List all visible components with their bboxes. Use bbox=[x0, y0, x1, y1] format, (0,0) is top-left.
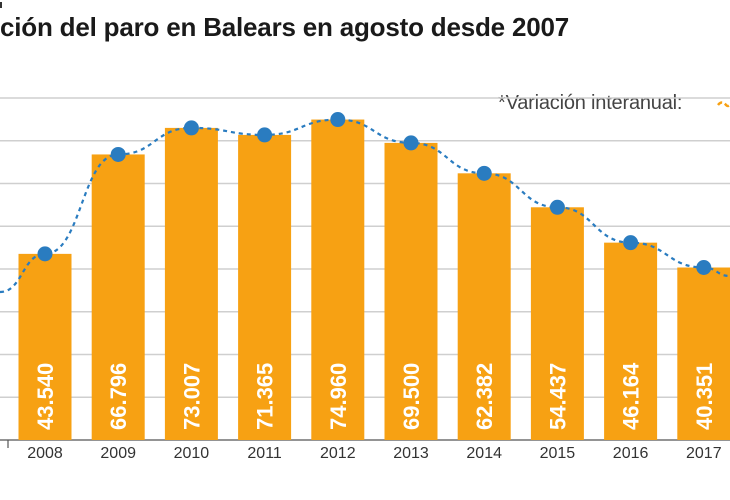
bar-2014 bbox=[457, 173, 511, 440]
trend-point-2010 bbox=[183, 120, 199, 136]
bar-2008 bbox=[18, 253, 72, 440]
value-label-2008: 43.540 bbox=[33, 363, 58, 430]
bar-2015 bbox=[530, 207, 584, 440]
bar-2011 bbox=[238, 134, 292, 441]
x-tick-label-2014: 2014 bbox=[466, 445, 502, 462]
value-label-2015: 54.437 bbox=[545, 363, 570, 430]
x-tick-label-2012: 2012 bbox=[320, 445, 356, 462]
value-label-2009: 66.796 bbox=[106, 363, 131, 430]
value-label-2012: 74.960 bbox=[326, 363, 351, 430]
bar-2017 bbox=[677, 267, 730, 440]
x-tick-label-2008: 2008 bbox=[27, 445, 63, 462]
x-tick-label-2009: 2009 bbox=[100, 445, 136, 462]
trend-point-2012 bbox=[330, 112, 346, 128]
x-tick-label-2010: 2010 bbox=[174, 445, 210, 462]
x-tick-label-2011: 2011 bbox=[247, 445, 282, 462]
bar-2013 bbox=[384, 142, 438, 440]
x-tick-label-2013: 2013 bbox=[393, 445, 429, 462]
trend-point-2016 bbox=[623, 235, 639, 251]
title-rule bbox=[0, 2, 2, 8]
trend-point-2008 bbox=[37, 246, 53, 262]
bar-2012 bbox=[311, 119, 365, 441]
value-label-2016: 46.164 bbox=[619, 362, 644, 430]
value-label-2010: 73.007 bbox=[179, 363, 204, 430]
x-tick-label-2016: 2016 bbox=[613, 445, 649, 462]
value-label-2013: 69.500 bbox=[399, 363, 424, 430]
x-tick-label-2017: 2017 bbox=[686, 445, 722, 462]
value-label-2011: 71.365 bbox=[253, 363, 278, 430]
trend-point-2013 bbox=[403, 135, 419, 151]
trend-point-2009 bbox=[110, 146, 126, 162]
trend-point-2015 bbox=[549, 199, 565, 215]
trend-point-2017 bbox=[696, 259, 712, 275]
bar-2010 bbox=[164, 127, 218, 440]
legend-line-swatch bbox=[717, 101, 730, 108]
bar-2016 bbox=[604, 242, 658, 440]
trend-point-2011 bbox=[257, 127, 273, 143]
trend-point-2014 bbox=[476, 165, 492, 181]
value-label-2014: 62.382 bbox=[472, 363, 497, 430]
chart-title: ción del paro en Balears en agosto desde… bbox=[0, 12, 569, 42]
x-tick-label-2015: 2015 bbox=[540, 445, 576, 462]
bar-2009 bbox=[91, 154, 145, 441]
value-label-2017: 40.351 bbox=[692, 363, 717, 430]
